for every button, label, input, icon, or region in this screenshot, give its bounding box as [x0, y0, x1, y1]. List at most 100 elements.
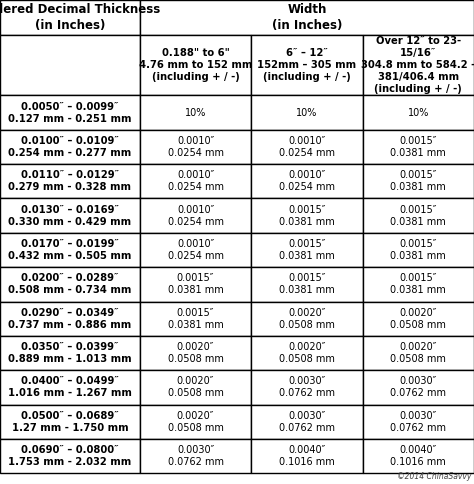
Bar [251, 164, 363, 198]
Text: 0.0015″
0.0381 mm: 0.0015″ 0.0381 mm [168, 273, 223, 295]
Text: 0.0020″
0.0508 mm: 0.0020″ 0.0508 mm [279, 308, 335, 330]
Bar [140, 302, 251, 336]
Text: 0.0020″
0.0508 mm: 0.0020″ 0.0508 mm [168, 377, 223, 398]
Text: 0.0010″
0.0254 mm: 0.0010″ 0.0254 mm [167, 136, 224, 158]
Bar [0, 35, 140, 95]
Bar [0, 405, 140, 439]
Text: 10%: 10% [408, 107, 429, 118]
Bar [251, 95, 363, 130]
Text: 6″ – 12″
152mm – 305 mm
(including + / -): 6″ – 12″ 152mm – 305 mm (including + / -… [257, 48, 356, 82]
Text: 0.0015″
0.0381 mm: 0.0015″ 0.0381 mm [168, 308, 223, 330]
Text: 0.0050″ – 0.0099″
0.127 mm - 0.251 mm: 0.0050″ – 0.0099″ 0.127 mm - 0.251 mm [8, 102, 132, 123]
Text: 0.0110″ – 0.0129″
0.279 mm - 0.328 mm: 0.0110″ – 0.0129″ 0.279 mm - 0.328 mm [9, 170, 131, 192]
Bar [251, 405, 363, 439]
Text: 0.0015″
0.0381 mm: 0.0015″ 0.0381 mm [391, 170, 446, 192]
Text: 0.0015″
0.0381 mm: 0.0015″ 0.0381 mm [391, 239, 446, 261]
Bar [251, 267, 363, 302]
Text: 0.0020″
0.0508 mm: 0.0020″ 0.0508 mm [168, 411, 223, 433]
Text: 0.0500″ – 0.0689″
1.27 mm - 1.750 mm: 0.0500″ – 0.0689″ 1.27 mm - 1.750 mm [11, 411, 128, 433]
Bar [140, 35, 251, 95]
Bar [363, 302, 474, 336]
Bar [363, 130, 474, 164]
Bar [140, 233, 251, 267]
Bar [251, 198, 363, 233]
Bar [140, 95, 251, 130]
Text: ©2014 ChinaSavvy: ©2014 ChinaSavvy [397, 472, 471, 481]
Text: 0.0020″
0.0508 mm: 0.0020″ 0.0508 mm [279, 342, 335, 364]
Bar [0, 233, 140, 267]
Text: Ordered Decimal Thickness
(in Inches): Ordered Decimal Thickness (in Inches) [0, 3, 161, 31]
Bar [140, 164, 251, 198]
Bar [0, 164, 140, 198]
Text: 0.0030″
0.0762 mm: 0.0030″ 0.0762 mm [167, 445, 224, 467]
Bar [363, 439, 474, 473]
Bar [140, 336, 251, 370]
Text: 0.0010″
0.0254 mm: 0.0010″ 0.0254 mm [167, 205, 224, 227]
Text: 0.0010″
0.0254 mm: 0.0010″ 0.0254 mm [279, 136, 335, 158]
Bar [0, 198, 140, 233]
Text: 0.0015″
0.0381 mm: 0.0015″ 0.0381 mm [279, 239, 335, 261]
Text: 0.0030″
0.0762 mm: 0.0030″ 0.0762 mm [390, 377, 447, 398]
Bar [0, 370, 140, 405]
Bar [140, 405, 251, 439]
Text: 0.0015″
0.0381 mm: 0.0015″ 0.0381 mm [391, 205, 446, 227]
Text: 0.0020″
0.0508 mm: 0.0020″ 0.0508 mm [391, 308, 446, 330]
Text: 0.0040″
0.1016 mm: 0.0040″ 0.1016 mm [279, 445, 335, 467]
Text: 0.0010″
0.0254 mm: 0.0010″ 0.0254 mm [167, 239, 224, 261]
Text: 0.0100″ – 0.0109″
0.254 mm - 0.277 mm: 0.0100″ – 0.0109″ 0.254 mm - 0.277 mm [8, 136, 132, 158]
Bar [0, 439, 140, 473]
Bar [0, 336, 140, 370]
Bar [0, 0, 140, 35]
Bar [140, 130, 251, 164]
Text: 0.0015″
0.0381 mm: 0.0015″ 0.0381 mm [279, 273, 335, 295]
Text: 10%: 10% [185, 107, 206, 118]
Text: 0.0030″
0.0762 mm: 0.0030″ 0.0762 mm [279, 377, 335, 398]
Bar [0, 302, 140, 336]
Bar [363, 267, 474, 302]
Text: 0.0010″
0.0254 mm: 0.0010″ 0.0254 mm [167, 170, 224, 192]
Bar [363, 198, 474, 233]
Text: 0.0350″ – 0.0399″
0.889 mm - 1.013 mm: 0.0350″ – 0.0399″ 0.889 mm - 1.013 mm [8, 342, 132, 364]
Text: 0.0020″
0.0508 mm: 0.0020″ 0.0508 mm [391, 342, 446, 364]
Bar [0, 130, 140, 164]
Bar [251, 370, 363, 405]
Text: 0.0170″ – 0.0199″
0.432 mm - 0.505 mm: 0.0170″ – 0.0199″ 0.432 mm - 0.505 mm [8, 239, 132, 261]
Bar [140, 267, 251, 302]
Bar [140, 439, 251, 473]
Bar [251, 439, 363, 473]
Text: 0.0130″ – 0.0169″
0.330 mm - 0.429 mm: 0.0130″ – 0.0169″ 0.330 mm - 0.429 mm [9, 205, 131, 227]
Text: 0.0030″
0.0762 mm: 0.0030″ 0.0762 mm [279, 411, 335, 433]
Text: Width
(in Inches): Width (in Inches) [272, 3, 342, 31]
Bar [251, 233, 363, 267]
Text: 0.0010″
0.0254 mm: 0.0010″ 0.0254 mm [279, 170, 335, 192]
Text: 0.0290″ – 0.0349″
0.737 mm - 0.886 mm: 0.0290″ – 0.0349″ 0.737 mm - 0.886 mm [8, 308, 132, 330]
Text: 0.0015″
0.0381 mm: 0.0015″ 0.0381 mm [391, 273, 446, 295]
Bar [0, 267, 140, 302]
Bar [363, 164, 474, 198]
Bar [363, 405, 474, 439]
Bar [363, 233, 474, 267]
Bar [140, 370, 251, 405]
Bar [251, 35, 363, 95]
Bar [140, 198, 251, 233]
Bar [363, 35, 474, 95]
Bar [251, 130, 363, 164]
Bar [363, 370, 474, 405]
Text: 0.0015″
0.0381 mm: 0.0015″ 0.0381 mm [279, 205, 335, 227]
Bar [363, 336, 474, 370]
Bar [140, 0, 474, 35]
Text: 0.0690″ – 0.0800″
1.753 mm - 2.032 mm: 0.0690″ – 0.0800″ 1.753 mm - 2.032 mm [8, 445, 132, 467]
Bar [251, 302, 363, 336]
Text: 0.188" to 6"
4.76 mm to 152 mm
(including + / -): 0.188" to 6" 4.76 mm to 152 mm (includin… [139, 48, 252, 82]
Text: 0.0030″
0.0762 mm: 0.0030″ 0.0762 mm [390, 411, 447, 433]
Text: 0.0200″ – 0.0289″
0.508 mm - 0.734 mm: 0.0200″ – 0.0289″ 0.508 mm - 0.734 mm [8, 273, 132, 295]
Bar [0, 95, 140, 130]
Text: 0.0040″
0.1016 mm: 0.0040″ 0.1016 mm [391, 445, 446, 467]
Text: Over 12″ to 23-
15/16″
304.8 mm to 584.2 -
381/406.4 mm
(including + / -): Over 12″ to 23- 15/16″ 304.8 mm to 584.2… [361, 36, 474, 94]
Text: 0.0400″ – 0.0499″
1.016 mm - 1.267 mm: 0.0400″ – 0.0499″ 1.016 mm - 1.267 mm [8, 377, 132, 398]
Text: 0.0015″
0.0381 mm: 0.0015″ 0.0381 mm [391, 136, 446, 158]
Bar [363, 95, 474, 130]
Bar [251, 336, 363, 370]
Text: 10%: 10% [296, 107, 318, 118]
Text: 0.0020″
0.0508 mm: 0.0020″ 0.0508 mm [168, 342, 223, 364]
